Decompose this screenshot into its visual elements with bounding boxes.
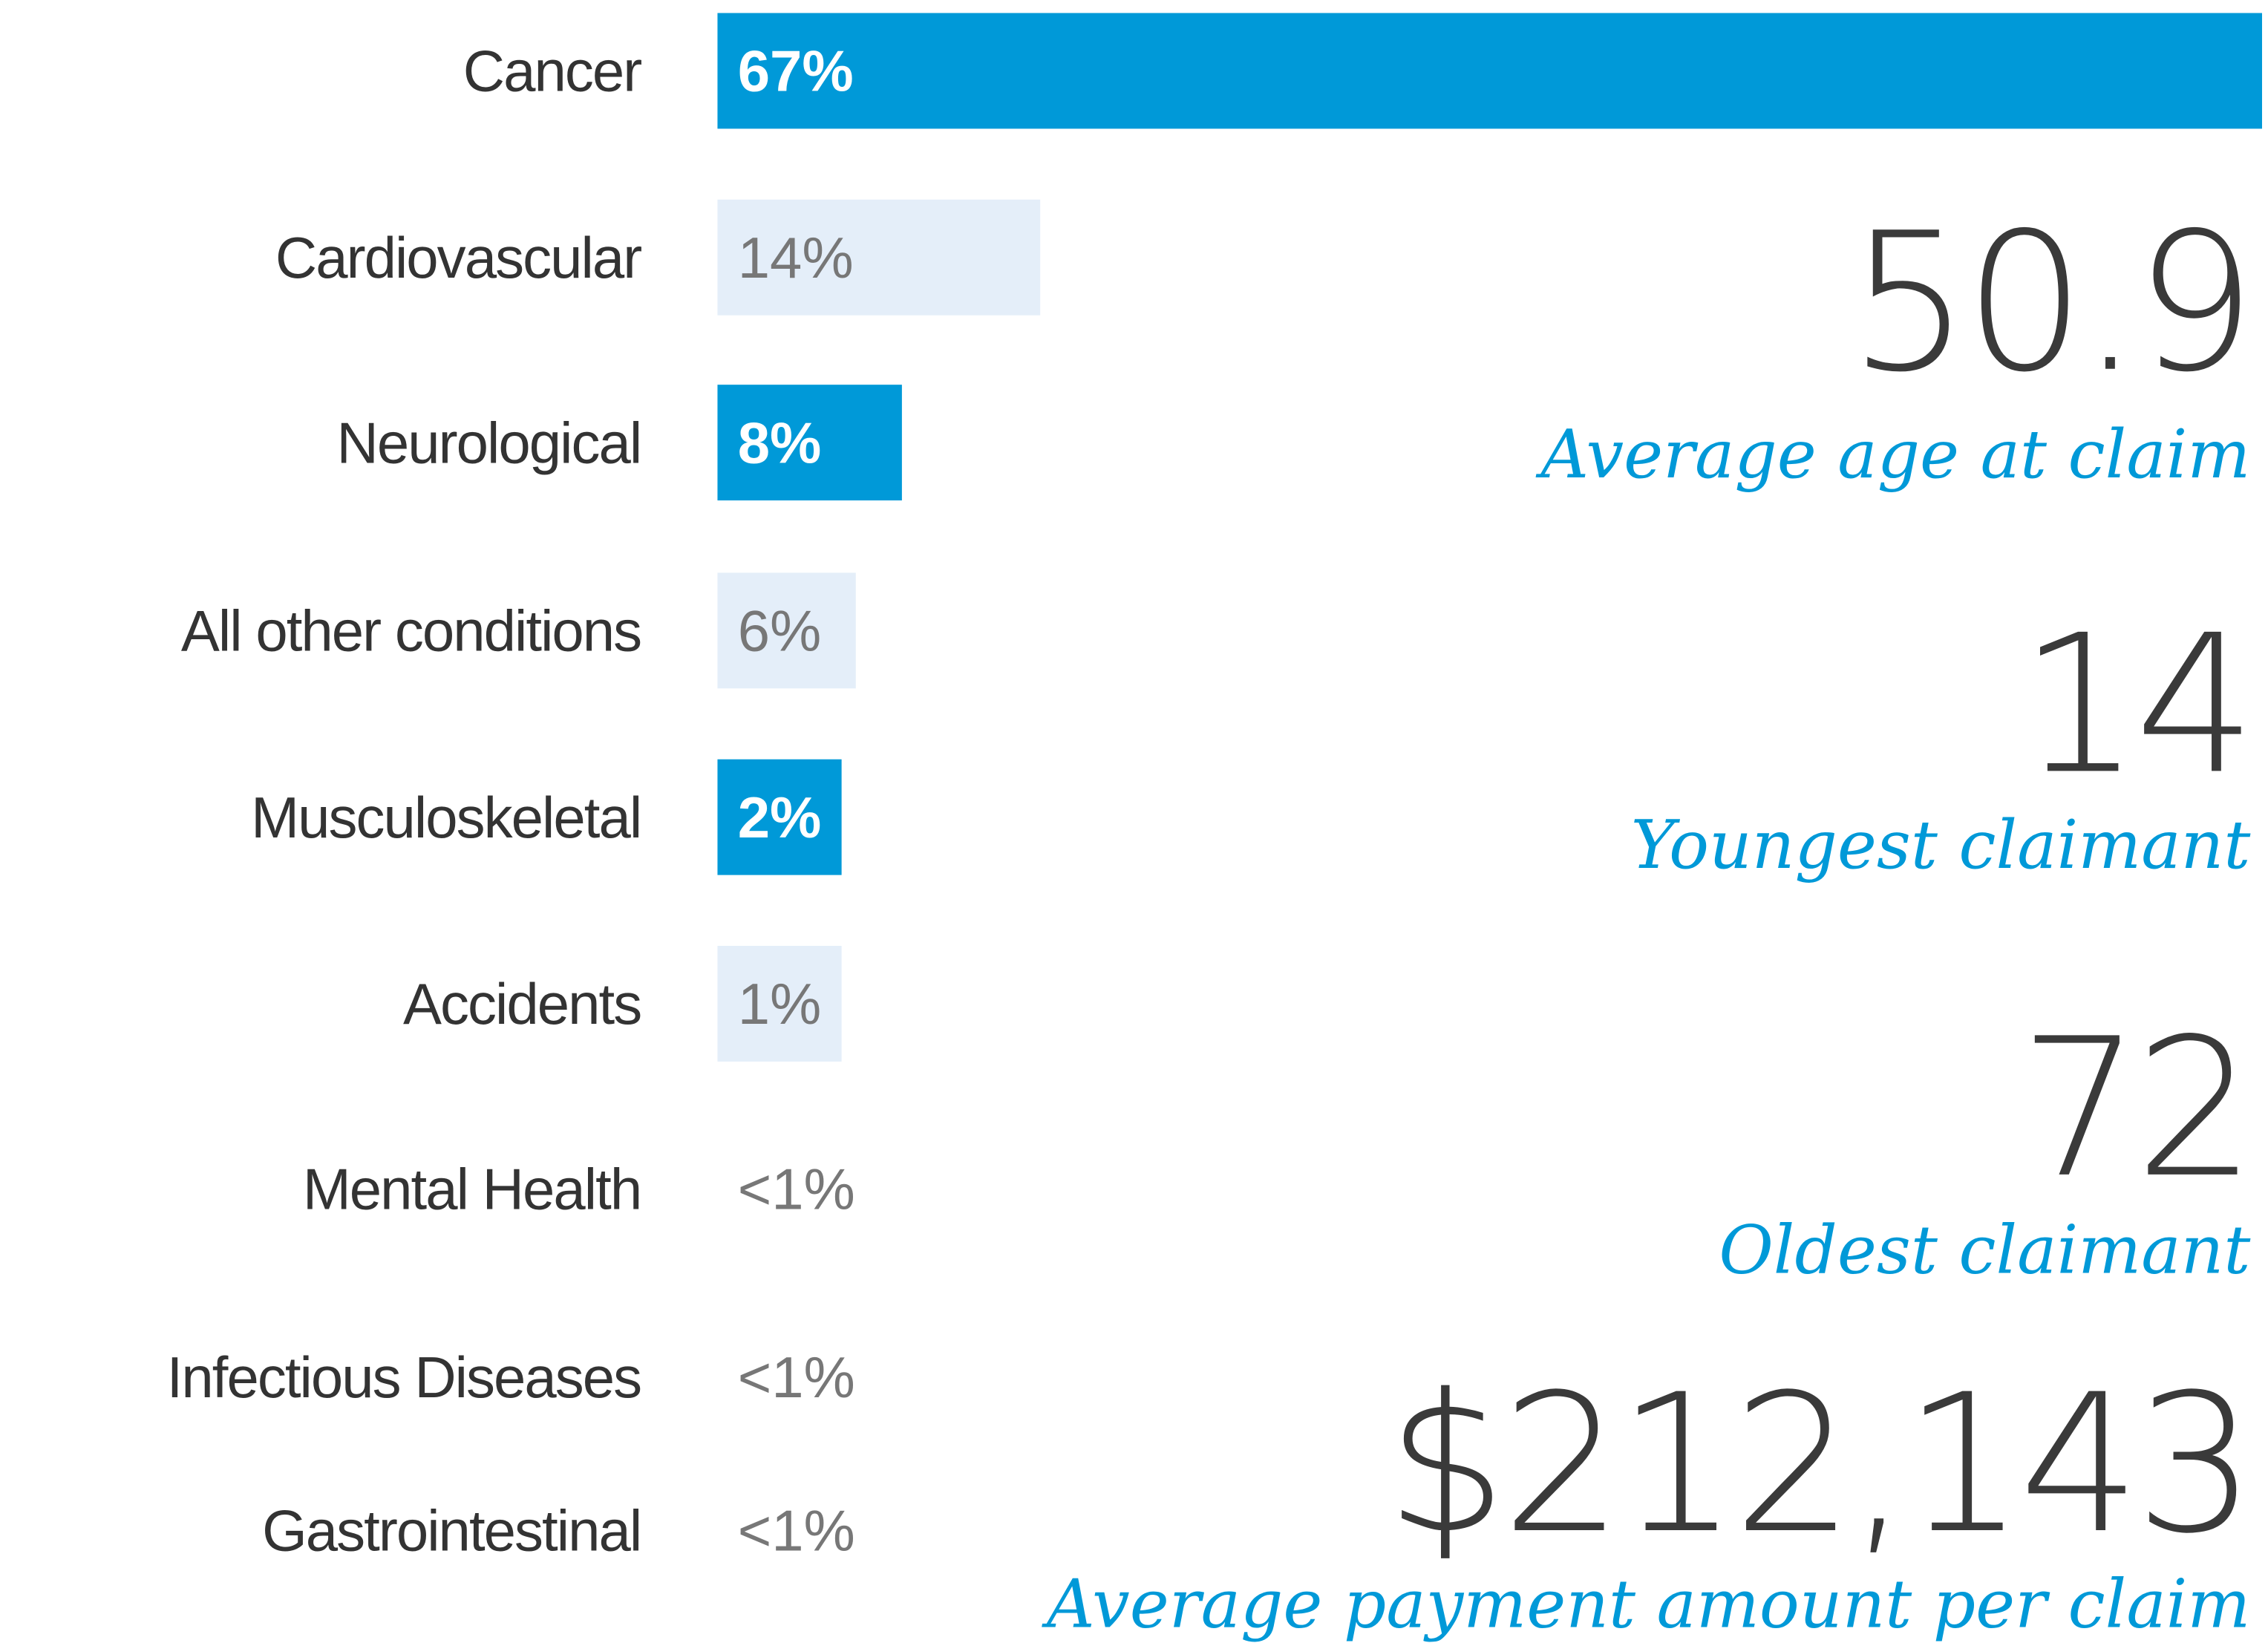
category-label: Mental Health [303, 1157, 641, 1222]
value-label: 67% [738, 39, 854, 104]
bar [717, 759, 842, 875]
bar [717, 13, 2262, 129]
category-label: Musculoskeletal [251, 785, 641, 850]
stat-label: Average age at claim [1535, 417, 2250, 494]
value-label: 2% [738, 785, 822, 850]
value-label: 14% [738, 225, 854, 290]
category-label: Gastrointestinal [262, 1497, 641, 1563]
stat-label: Oldest claimant [1719, 1212, 2251, 1289]
stat-value: 72 [2019, 997, 2251, 1220]
bar [717, 385, 902, 501]
stat-value: 50.9 [1849, 192, 2250, 414]
value-label: 1% [738, 971, 822, 1036]
stat-label: Youngest claimant [1631, 807, 2252, 884]
value-label: <1% [738, 1157, 855, 1222]
value-label: <1% [738, 1345, 855, 1410]
category-label: Cardiovascular [275, 225, 641, 290]
category-label: Accidents [403, 971, 641, 1036]
stat-label: Average payment amount per claim [1042, 1567, 2250, 1643]
value-label: 6% [738, 598, 822, 664]
bar [717, 572, 856, 689]
category-label: Cancer [463, 39, 641, 104]
stat-value: $212,143 [1386, 1353, 2251, 1575]
value-label: <1% [738, 1497, 855, 1563]
bar [717, 199, 1041, 316]
stat-value: 14 [2019, 593, 2251, 816]
category-label: Neurological [337, 410, 641, 475]
category-label: All other conditions [181, 598, 641, 664]
category-label: Infectious Diseases [167, 1345, 641, 1410]
value-label: 8% [738, 410, 822, 475]
bar [717, 946, 842, 1062]
